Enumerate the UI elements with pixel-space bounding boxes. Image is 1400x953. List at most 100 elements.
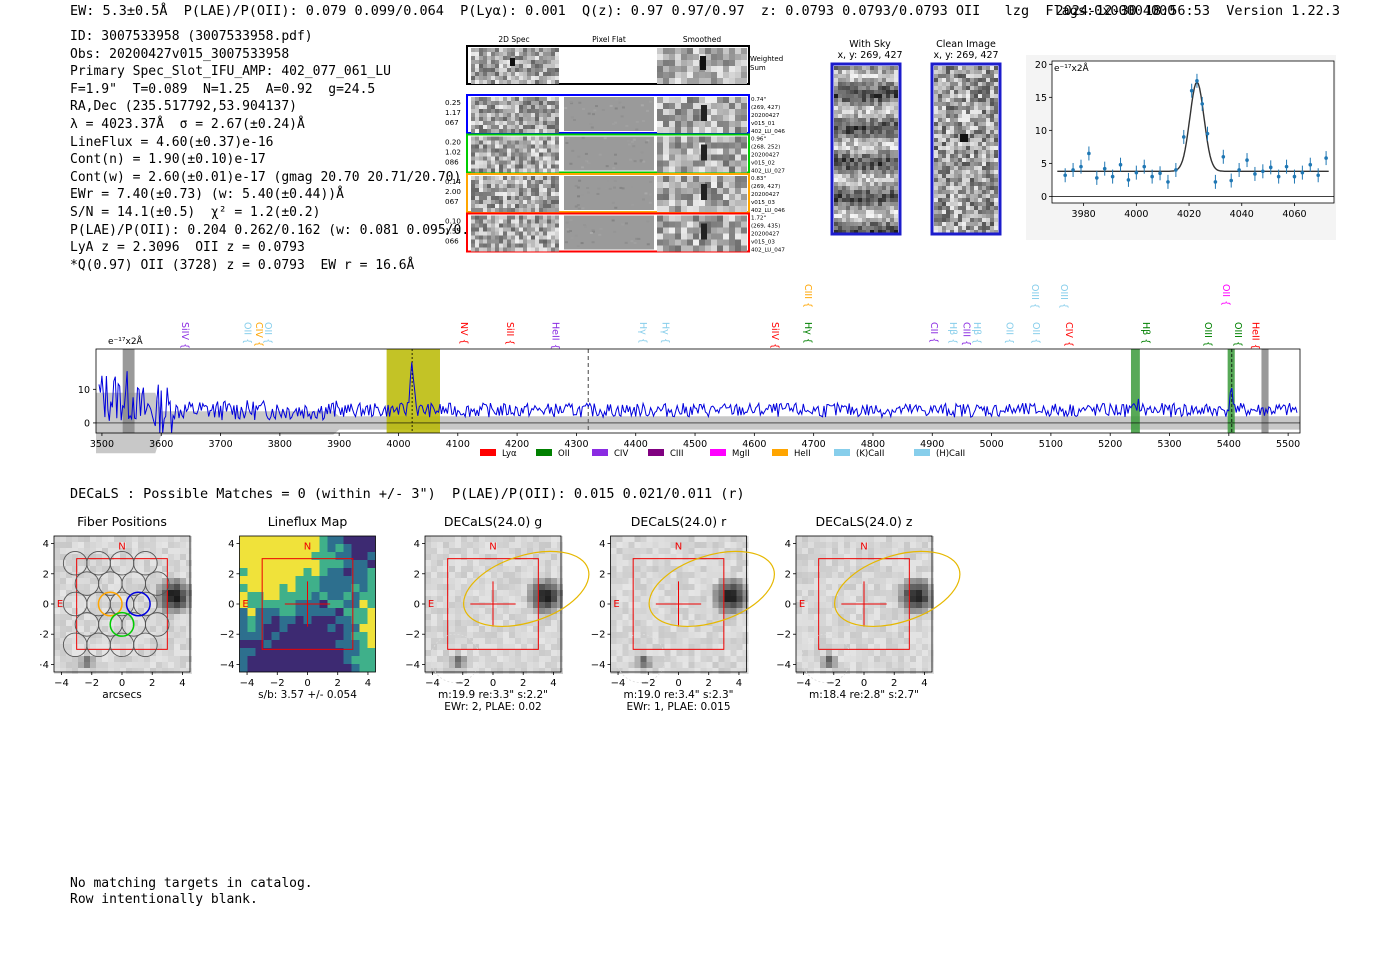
line-marker: CII { [928, 322, 939, 343]
image-pixel [539, 566, 545, 572]
panel-xlabel: s/b: 3.57 +/- 0.054 [258, 689, 357, 701]
image-pixel [479, 608, 485, 614]
image-pixel [78, 566, 84, 572]
stamp-pixel [519, 125, 523, 129]
stamp-pixel [495, 196, 499, 200]
image-pixel [455, 578, 461, 584]
image-pixel [455, 542, 461, 548]
flux-pixel [263, 536, 272, 544]
stamp-pixel [483, 129, 487, 133]
image-pixel [186, 632, 192, 638]
sky-pixel [874, 94, 878, 98]
stamp-pixel [487, 239, 491, 244]
image-pixel [443, 542, 449, 548]
stamp-pixel [735, 233, 741, 240]
image-pixel [126, 626, 132, 632]
stamp-pixel [551, 97, 555, 101]
sky-pixel [858, 70, 862, 74]
image-pixel [90, 566, 96, 572]
stamp-pixel [507, 168, 511, 173]
image-pixel [640, 590, 647, 596]
sky-pixel [854, 210, 858, 214]
stamp-pixel [669, 215, 675, 222]
stamp-pixel [519, 101, 523, 105]
image-pixel [84, 620, 90, 626]
stamp-pixel [475, 227, 479, 232]
image-pixel [60, 626, 66, 632]
image-pixel [138, 542, 144, 548]
stamp-pixel [693, 188, 699, 194]
stamp-pixel [675, 176, 681, 182]
sky-pixel [882, 206, 886, 210]
data-point [1308, 162, 1313, 167]
clean-pixel [938, 106, 942, 110]
image-pixel [742, 548, 749, 554]
image-pixel [60, 578, 66, 584]
image-pixel [150, 656, 156, 662]
clean-pixel [946, 166, 950, 170]
image-pixel [443, 548, 449, 554]
image-pixel [670, 584, 677, 590]
image-pixel [60, 554, 66, 560]
clean-pixel [982, 230, 986, 234]
flat-speckle [589, 231, 593, 234]
image-pixel [168, 632, 174, 638]
stamp-pixel [519, 56, 523, 60]
image-pixel [467, 632, 473, 638]
image-pixel [96, 662, 102, 668]
image-pixel [132, 638, 138, 644]
image-pixel [509, 602, 515, 608]
stamp-pixel [555, 56, 559, 60]
stamp-pixel [515, 215, 519, 220]
stamp-pixel [519, 52, 523, 56]
image-pixel [676, 614, 683, 620]
stamp-pixel [471, 200, 475, 204]
clean-pixel [962, 230, 966, 234]
stamp-pixel [511, 188, 515, 192]
image-pixel [443, 656, 449, 662]
clean-pixel [934, 118, 938, 122]
fit-curve [1057, 81, 1329, 172]
stamp-pixel [675, 200, 681, 206]
image-pixel [461, 566, 467, 572]
sky-pixel [854, 170, 858, 174]
legend-label: Lyα [502, 449, 517, 459]
sky-pixel [862, 138, 866, 142]
image-pixel [509, 632, 515, 638]
highlight-band [1261, 349, 1269, 433]
flux-pixel [343, 640, 352, 648]
sky-pixel [874, 198, 878, 202]
stamp-pixel [547, 125, 551, 129]
stamp-pixel [551, 227, 555, 232]
sky-pixel [866, 230, 870, 234]
sky-pixel [850, 78, 854, 82]
stamp-pixel [523, 227, 527, 232]
image-pixel [78, 602, 84, 608]
legend-swatch [536, 449, 552, 456]
sky-pixel [850, 70, 854, 74]
image-pixel [485, 548, 491, 554]
stamp-pixel [723, 78, 729, 84]
image-pixel [616, 626, 623, 632]
stamp-pixel [519, 223, 523, 228]
sky-pixel [894, 126, 898, 130]
stamp-row-meta: 0.83" [751, 176, 766, 182]
stamp-pixel [479, 56, 483, 60]
stamp-pixel [495, 144, 499, 149]
clean-pixel [938, 130, 942, 134]
clean-pixel [994, 158, 998, 162]
flux-pixel [295, 584, 304, 592]
image-pixel [640, 608, 647, 614]
stamp-pixel [527, 160, 531, 165]
clean-pixel [994, 190, 998, 194]
image-pixel [515, 566, 521, 572]
image-pixel [527, 614, 533, 620]
stamp-pixel [687, 109, 693, 115]
stamp-pixel [471, 188, 475, 192]
data-point [1284, 164, 1289, 169]
image-pixel [156, 626, 162, 632]
clean-pixel [974, 70, 978, 74]
image-pixel [84, 632, 90, 638]
stamp-pixel [491, 223, 495, 228]
stamp-pixel [471, 148, 475, 153]
